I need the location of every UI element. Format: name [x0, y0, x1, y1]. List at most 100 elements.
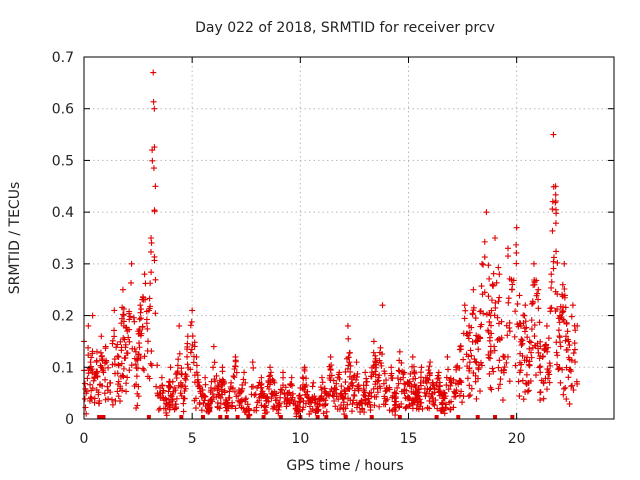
- data-point: [391, 389, 398, 396]
- data-point: [169, 402, 176, 409]
- data-point: [506, 275, 513, 282]
- data-point: [87, 367, 94, 374]
- data-point: [228, 403, 235, 410]
- data-point: [565, 374, 572, 381]
- data-point: [312, 407, 319, 414]
- data-point: [456, 365, 463, 372]
- data-point: [524, 334, 531, 341]
- data-point: [519, 377, 526, 384]
- data-point: [444, 353, 451, 360]
- data-point: [477, 388, 484, 395]
- data-point: [346, 349, 353, 356]
- data-point: [547, 362, 554, 369]
- data-point: [134, 390, 141, 397]
- data-point: [364, 401, 371, 408]
- data-point: [522, 302, 529, 309]
- floor-point: [369, 415, 374, 419]
- data-point: [338, 383, 345, 390]
- data-point: [280, 382, 287, 389]
- data-point: [549, 206, 556, 213]
- data-point: [338, 390, 345, 397]
- data-point: [102, 376, 109, 383]
- data-point: [189, 333, 196, 340]
- data-point: [549, 227, 556, 234]
- data-point: [495, 335, 502, 342]
- data-point: [159, 390, 166, 397]
- data-point: [488, 386, 495, 393]
- data-point: [341, 386, 348, 393]
- data-point: [528, 349, 535, 356]
- data-point: [353, 404, 360, 411]
- data-point: [346, 373, 353, 380]
- data-point: [149, 157, 156, 164]
- data-point: [554, 361, 561, 368]
- data-point: [557, 343, 564, 350]
- data-point: [568, 313, 575, 320]
- data-point: [152, 276, 159, 283]
- data-point: [436, 382, 443, 389]
- data-point: [120, 312, 127, 319]
- data-point: [428, 390, 435, 397]
- data-point: [143, 320, 150, 327]
- data-point: [540, 353, 547, 360]
- data-point: [206, 407, 213, 414]
- data-point: [126, 326, 133, 333]
- data-point: [544, 344, 551, 351]
- data-point: [300, 397, 307, 404]
- data-point: [147, 360, 154, 367]
- data-point: [553, 339, 560, 346]
- data-point: [426, 370, 433, 377]
- data-point: [406, 401, 413, 408]
- floor-point: [179, 415, 184, 419]
- data-point: [122, 324, 129, 331]
- data-point: [533, 372, 540, 379]
- data-point: [134, 402, 141, 409]
- data-point: [566, 400, 573, 407]
- data-point: [98, 364, 105, 371]
- data-point: [180, 408, 187, 415]
- data-point: [495, 298, 502, 305]
- data-point: [158, 374, 165, 381]
- data-point: [291, 398, 298, 405]
- data-point: [496, 294, 503, 301]
- data-point: [348, 381, 355, 388]
- data-point: [190, 353, 197, 360]
- data-point: [304, 388, 311, 395]
- data-point: [349, 400, 356, 407]
- data-point: [497, 381, 504, 388]
- data-point: [435, 369, 442, 376]
- data-point: [341, 411, 348, 418]
- data-point: [150, 165, 157, 172]
- data-point: [117, 338, 124, 345]
- data-point: [331, 397, 338, 404]
- data-point: [239, 381, 246, 388]
- data-point: [383, 397, 390, 404]
- data-point: [374, 385, 381, 392]
- data-point: [349, 408, 356, 415]
- data-point: [265, 377, 272, 384]
- data-point: [198, 407, 205, 414]
- data-point: [251, 392, 258, 399]
- data-point: [188, 318, 195, 325]
- data-point: [431, 402, 438, 409]
- data-point: [90, 377, 97, 384]
- data-point: [115, 362, 122, 369]
- data-point: [388, 375, 395, 382]
- data-point: [147, 303, 154, 310]
- data-point: [560, 308, 567, 315]
- data-point: [388, 364, 395, 371]
- data-point: [496, 271, 503, 278]
- data-point: [415, 398, 422, 405]
- data-point: [112, 397, 119, 404]
- data-point: [146, 295, 153, 302]
- data-point: [320, 395, 327, 402]
- data-point: [395, 380, 402, 387]
- x-tick-labels: 0 5 10 15 20: [80, 431, 526, 447]
- data-point: [95, 391, 102, 398]
- data-point: [372, 352, 379, 359]
- data-point: [184, 353, 191, 360]
- data-point: [211, 376, 218, 383]
- data-point: [424, 375, 431, 382]
- data-point: [88, 354, 95, 361]
- data-point: [381, 370, 388, 377]
